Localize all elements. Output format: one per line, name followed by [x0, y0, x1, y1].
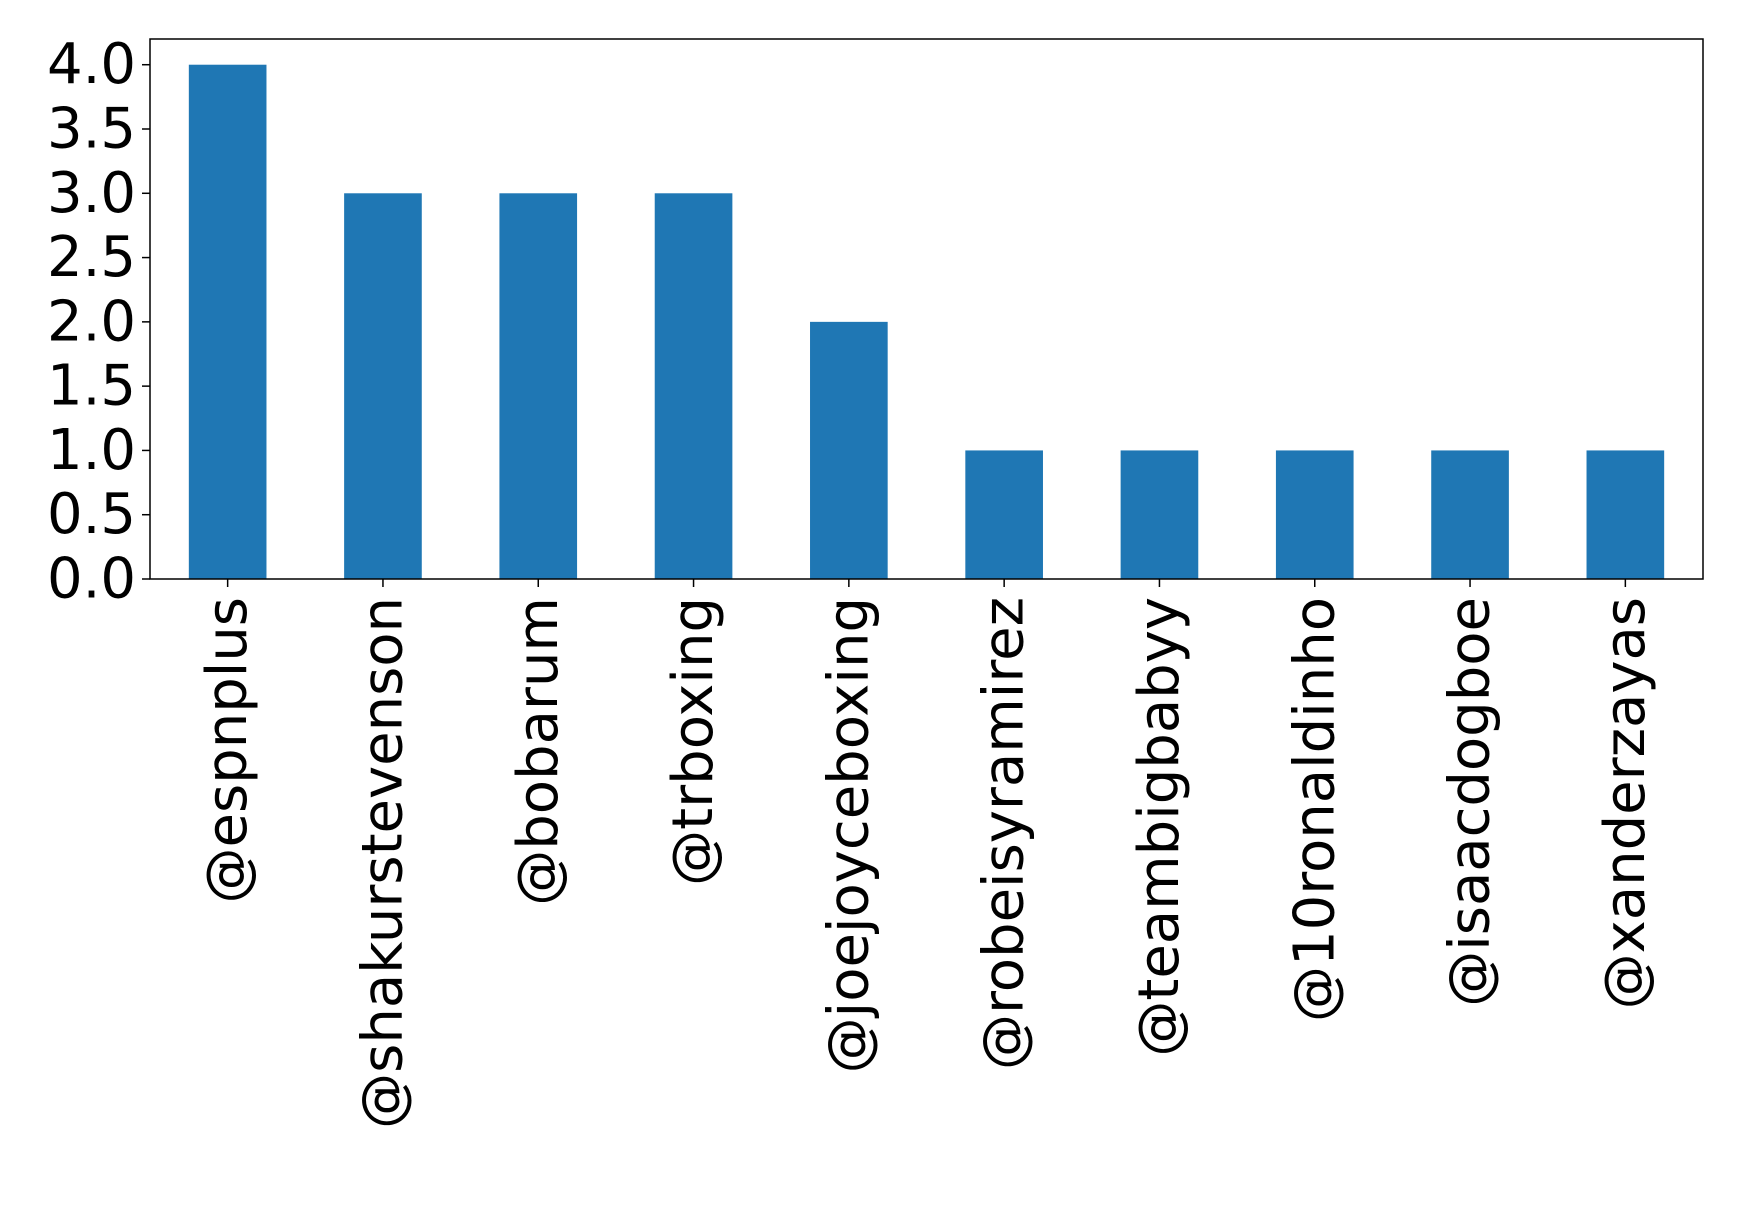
bar-trboxing	[654, 193, 733, 580]
y-axis: 0.00.51.01.52.02.53.03.54.0	[47, 32, 150, 612]
x-tick-label: @joejoyceboxing	[816, 597, 881, 1073]
y-tick-label: 0.0	[47, 547, 136, 612]
y-tick-label: 1.5	[47, 354, 136, 419]
y-tick-label: 1.0	[47, 418, 136, 483]
y-tick-label: 3.0	[47, 161, 136, 226]
x-tick-label: @robeisyramirez	[972, 597, 1037, 1070]
x-axis: @espnplus @shakurstevenson @bobarum @trboxi…	[195, 579, 1658, 1129]
y-tick-label: 2.0	[47, 289, 136, 354]
bar-teambigbabyy	[1120, 450, 1199, 579]
x-tick-label: @xanderzayas	[1593, 597, 1658, 1009]
bar-10ronaldinho	[1275, 450, 1354, 579]
y-tick-label: 4.0	[47, 32, 136, 97]
bar-robeisyramirez	[965, 450, 1043, 579]
y-tick-label: 0.5	[47, 482, 136, 547]
x-tick-label: @espnplus	[195, 597, 260, 903]
x-tick-label: @bobarum	[506, 597, 571, 906]
bar-xanderzayas	[1586, 450, 1665, 579]
x-tick-label: @isaacdogboe	[1438, 597, 1503, 1007]
bar-bobarum	[499, 193, 578, 580]
bar-isaacdogboe	[1431, 450, 1509, 579]
x-tick-label: @10ronaldinho	[1282, 597, 1347, 1022]
x-tick-label: @shakurstevenson	[350, 597, 415, 1129]
bar-joejoyceboxing	[810, 321, 888, 579]
x-tick-label: @trboxing	[661, 597, 726, 886]
bars-group	[188, 64, 1665, 580]
bar-shakurstevenson	[344, 193, 422, 580]
x-tick-label: @teambigbabyy	[1127, 597, 1192, 1057]
y-tick-label: 3.5	[47, 97, 136, 162]
bar-espnplus	[188, 64, 267, 579]
plot-frame	[149, 38, 1704, 580]
y-tick-label: 2.5	[47, 225, 136, 290]
